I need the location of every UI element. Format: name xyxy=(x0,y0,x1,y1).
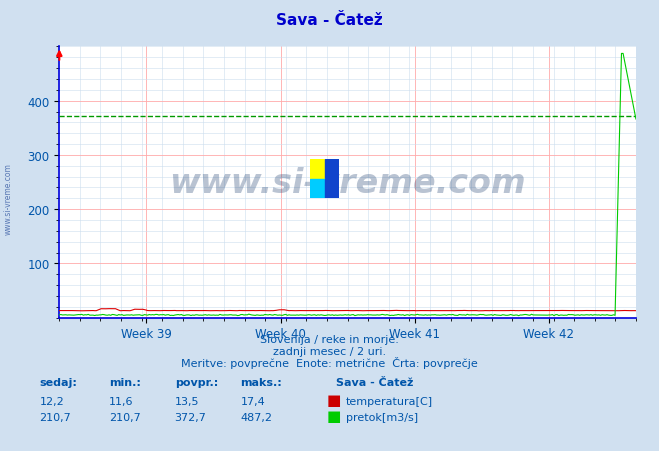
Text: 17,4: 17,4 xyxy=(241,396,266,405)
Text: www.si-vreme.com: www.si-vreme.com xyxy=(169,166,526,199)
Text: 372,7: 372,7 xyxy=(175,412,206,422)
Text: sedaj:: sedaj: xyxy=(40,377,77,387)
Text: temperatura[C]: temperatura[C] xyxy=(346,396,433,405)
Text: pretok[m3/s]: pretok[m3/s] xyxy=(346,412,418,422)
Text: min.:: min.: xyxy=(109,377,140,387)
Text: zadnji mesec / 2 uri.: zadnji mesec / 2 uri. xyxy=(273,346,386,356)
Text: povpr.:: povpr.: xyxy=(175,377,218,387)
Bar xyxy=(325,179,339,198)
Text: Sava - Čatež: Sava - Čatež xyxy=(276,13,383,28)
Text: 210,7: 210,7 xyxy=(40,412,71,422)
Text: Sava - Čatež: Sava - Čatež xyxy=(336,377,413,387)
Text: 12,2: 12,2 xyxy=(40,396,65,405)
Text: 210,7: 210,7 xyxy=(109,412,140,422)
Text: 487,2: 487,2 xyxy=(241,412,273,422)
Text: maks.:: maks.: xyxy=(241,377,282,387)
Text: Slovenija / reke in morje.: Slovenija / reke in morje. xyxy=(260,335,399,345)
Text: www.si-vreme.com: www.si-vreme.com xyxy=(3,162,13,235)
Text: 11,6: 11,6 xyxy=(109,396,133,405)
Text: ■: ■ xyxy=(326,408,341,423)
Bar xyxy=(325,160,339,179)
Text: ■: ■ xyxy=(326,391,341,407)
Bar xyxy=(310,160,325,179)
Text: 13,5: 13,5 xyxy=(175,396,199,405)
Text: Meritve: povprečne  Enote: metrične  Črta: povprečje: Meritve: povprečne Enote: metrične Črta:… xyxy=(181,356,478,368)
Bar xyxy=(310,179,325,198)
